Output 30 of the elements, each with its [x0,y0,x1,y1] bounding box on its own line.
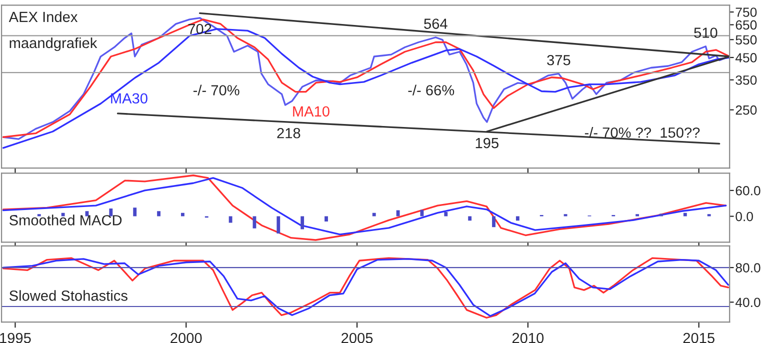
y-tick-label: 650 [736,20,757,30]
x-tick-label: 2015 [683,332,714,343]
x-tick-label: 2010 [512,332,544,343]
y-tick-label: 80.0 [736,263,760,272]
annotation: -/- 70% ?? 150?? [584,127,700,138]
y-tick-label: 450 [735,53,757,62]
x-tick-label: 1995 [0,332,31,343]
annotation: 564 [424,18,448,29]
x-tick-label: 2000 [170,332,202,343]
annotation: 218 [277,128,300,138]
y-tick-label: 40.0 [735,298,760,308]
annotation: -/- 70% [193,84,240,96]
text: Slowed Stohastics [9,290,128,301]
annotation: -/- 66% [408,84,454,96]
chart-title: AEX Index [8,11,78,22]
annotation: 375 [547,54,570,66]
annotation: 195 [476,138,498,148]
series-label: MA30 [111,93,148,104]
x-tick-label: 2005 [342,332,373,343]
y-tick-label: 550 [736,35,757,45]
y-tick-label: 250 [736,105,757,115]
y-tick-label: 350 [736,75,757,85]
series-label: MA10 [293,106,330,117]
text: Smoothed MACD [9,214,122,226]
annotation: 702 [188,24,212,34]
annotation: 510 [694,28,718,38]
text: maandgrafiek [10,37,98,52]
y-tick-label: 60.0 [736,186,760,196]
y-tick-label: 0.0 [736,212,753,222]
y-tick-label: 750 [736,8,757,17]
